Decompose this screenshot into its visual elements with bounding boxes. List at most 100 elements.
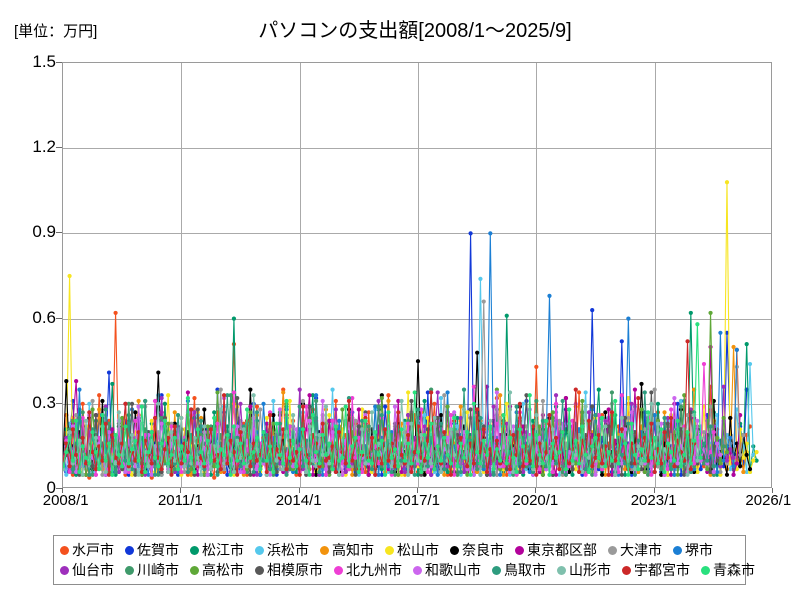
legend-item-東京都区部[interactable]: 東京都区部 bbox=[515, 543, 597, 557]
series-marker bbox=[701, 461, 707, 466]
series-marker bbox=[290, 438, 296, 443]
series-marker bbox=[622, 472, 628, 477]
series-marker bbox=[711, 469, 716, 475]
series-marker bbox=[596, 432, 601, 438]
series-marker bbox=[379, 472, 384, 477]
series-marker bbox=[744, 452, 749, 458]
series-marker bbox=[146, 464, 151, 469]
legend-label: 奈良市 bbox=[462, 542, 504, 558]
series-marker bbox=[93, 435, 98, 440]
series-marker bbox=[590, 444, 595, 449]
series-marker bbox=[241, 469, 246, 475]
legend-item-北九州市[interactable]: 北九州市 bbox=[334, 563, 402, 577]
series-marker bbox=[67, 273, 72, 279]
series-marker bbox=[310, 458, 315, 463]
legend-item-浜松市[interactable]: 浜松市 bbox=[255, 543, 309, 557]
legend-marker-icon bbox=[190, 565, 199, 575]
series-marker bbox=[166, 435, 171, 440]
series-marker bbox=[225, 461, 230, 466]
series-marker bbox=[438, 469, 444, 475]
series-marker bbox=[320, 432, 325, 438]
series-marker bbox=[162, 401, 167, 406]
series-marker bbox=[501, 413, 506, 418]
series-marker bbox=[406, 390, 411, 395]
series-marker bbox=[133, 410, 138, 415]
series-marker bbox=[185, 469, 191, 475]
series-marker bbox=[356, 435, 361, 440]
legend-item-高知市[interactable]: 高知市 bbox=[320, 543, 374, 557]
series-marker bbox=[327, 455, 332, 460]
legend-item-松山市[interactable]: 松山市 bbox=[385, 543, 439, 557]
series-marker bbox=[363, 469, 368, 475]
legend-item-青森市[interactable]: 青森市 bbox=[701, 563, 755, 577]
series-marker bbox=[360, 407, 365, 412]
legend-marker-icon bbox=[320, 545, 329, 555]
series-marker bbox=[613, 458, 618, 463]
series-marker bbox=[106, 430, 112, 435]
series-marker bbox=[557, 472, 562, 477]
series-marker bbox=[728, 415, 733, 421]
series-marker bbox=[406, 413, 411, 418]
series-marker bbox=[399, 469, 404, 475]
legend-item-山形市[interactable]: 山形市 bbox=[557, 563, 611, 577]
series-marker bbox=[80, 444, 85, 449]
series-marker bbox=[136, 398, 141, 404]
legend-label: 山形市 bbox=[569, 562, 611, 578]
series-marker bbox=[678, 427, 684, 432]
series-marker bbox=[682, 452, 687, 458]
legend-item-相模原市[interactable]: 相模原市 bbox=[255, 563, 323, 577]
series-marker bbox=[504, 421, 509, 426]
series-marker bbox=[419, 469, 424, 475]
legend-item-高松市[interactable]: 高松市 bbox=[190, 563, 244, 577]
legend-item-鳥取市[interactable]: 鳥取市 bbox=[492, 563, 546, 577]
series-marker bbox=[557, 449, 562, 455]
legend-item-奈良市[interactable]: 奈良市 bbox=[450, 543, 504, 557]
legend-marker-icon bbox=[334, 565, 343, 575]
series-marker bbox=[106, 441, 112, 446]
series-marker bbox=[432, 415, 437, 421]
series-marker bbox=[629, 410, 634, 415]
series-marker bbox=[521, 464, 526, 469]
series-marker bbox=[731, 464, 736, 469]
series-marker bbox=[636, 438, 641, 443]
series-marker bbox=[215, 390, 220, 395]
series-marker bbox=[386, 458, 391, 463]
legend-item-仙台市[interactable]: 仙台市 bbox=[60, 563, 114, 577]
series-marker bbox=[74, 469, 79, 475]
series-marker bbox=[228, 472, 233, 477]
series-marker bbox=[169, 424, 174, 429]
series-marker bbox=[156, 464, 161, 469]
legend-item-松江市[interactable]: 松江市 bbox=[190, 543, 244, 557]
series-marker bbox=[70, 467, 75, 472]
series-marker bbox=[498, 458, 503, 463]
series-marker bbox=[271, 469, 276, 475]
series-marker bbox=[182, 464, 187, 469]
series-marker bbox=[632, 452, 638, 458]
series-marker bbox=[330, 418, 335, 423]
legend-marker-icon bbox=[255, 565, 264, 575]
legend-item-水戸市[interactable]: 水戸市 bbox=[60, 543, 114, 557]
legend-item-宇都宮市[interactable]: 宇都宮市 bbox=[622, 563, 690, 577]
series-marker bbox=[534, 413, 539, 418]
series-marker bbox=[113, 461, 118, 466]
legend-item-和歌山市[interactable]: 和歌山市 bbox=[413, 563, 481, 577]
series-marker bbox=[218, 387, 223, 392]
series-marker bbox=[619, 393, 624, 398]
series-marker bbox=[228, 438, 233, 443]
series-marker bbox=[573, 438, 578, 443]
legend-item-佐賀市[interactable]: 佐賀市 bbox=[125, 543, 179, 557]
y-axis-tickmark bbox=[56, 232, 62, 234]
legend-item-大津市[interactable]: 大津市 bbox=[608, 543, 662, 557]
legend-item-川崎市[interactable]: 川崎市 bbox=[125, 563, 179, 577]
series-marker bbox=[392, 464, 398, 469]
series-marker bbox=[310, 413, 315, 418]
series-marker bbox=[461, 455, 467, 460]
series-marker bbox=[195, 455, 200, 460]
series-marker bbox=[448, 413, 453, 418]
series-marker bbox=[465, 464, 470, 469]
legend-item-堺市[interactable]: 堺市 bbox=[673, 543, 713, 557]
series-marker bbox=[290, 458, 296, 463]
series-marker bbox=[590, 404, 595, 409]
series-marker bbox=[465, 430, 470, 435]
series-marker bbox=[149, 430, 154, 435]
